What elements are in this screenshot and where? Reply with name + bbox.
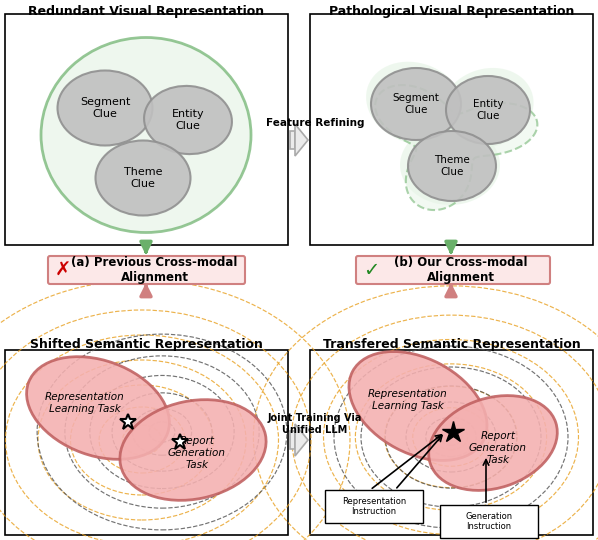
Text: Segment
Clue: Segment Clue — [80, 97, 130, 119]
FancyBboxPatch shape — [48, 256, 245, 284]
Text: Segment
Clue: Segment Clue — [392, 93, 440, 115]
Text: Report
Generation
Task: Report Generation Task — [168, 436, 226, 470]
Ellipse shape — [144, 86, 232, 154]
Ellipse shape — [120, 400, 266, 501]
Ellipse shape — [408, 131, 496, 201]
Text: Representation
Learning Task: Representation Learning Task — [45, 392, 125, 414]
Text: ✓: ✓ — [363, 260, 379, 280]
Bar — [5, 14, 288, 245]
Text: Representation
Instruction: Representation Instruction — [342, 497, 406, 516]
Ellipse shape — [41, 37, 251, 233]
Ellipse shape — [57, 71, 152, 145]
Text: Report
Generation
Task: Report Generation Task — [469, 431, 527, 464]
FancyBboxPatch shape — [356, 256, 550, 284]
Polygon shape — [375, 85, 538, 210]
Ellipse shape — [429, 396, 557, 490]
Text: Transfered Semantic Representation: Transfered Semantic Representation — [323, 338, 581, 351]
Bar — [290, 131, 295, 149]
Ellipse shape — [26, 357, 169, 460]
Text: Theme
Clue: Theme Clue — [434, 155, 470, 177]
Polygon shape — [295, 124, 308, 156]
Bar — [325, 490, 423, 523]
Ellipse shape — [440, 68, 533, 148]
Text: Generation
Instruction: Generation Instruction — [465, 512, 512, 531]
Text: Theme
Clue: Theme Clue — [124, 167, 162, 189]
Text: (b) Our Cross-modal
Alignment: (b) Our Cross-modal Alignment — [394, 256, 528, 284]
Text: Feature Refining: Feature Refining — [266, 118, 364, 128]
Ellipse shape — [349, 352, 487, 461]
Ellipse shape — [366, 62, 464, 144]
Polygon shape — [295, 424, 308, 456]
Bar — [290, 431, 295, 449]
Bar — [440, 505, 538, 538]
Text: ✗: ✗ — [55, 260, 71, 280]
Ellipse shape — [96, 140, 191, 215]
Bar — [310, 350, 593, 535]
Text: Pathological Visual Representation: Pathological Visual Representation — [329, 5, 574, 18]
Ellipse shape — [371, 68, 461, 140]
Text: Joint Training Via
Unified LLM: Joint Training Via Unified LLM — [268, 413, 362, 435]
Bar — [5, 350, 288, 535]
Ellipse shape — [446, 76, 530, 144]
Text: Shifted Semantic Representation: Shifted Semantic Representation — [30, 338, 263, 351]
Text: Entity
Clue: Entity Clue — [473, 99, 504, 121]
Ellipse shape — [400, 125, 500, 205]
Text: Entity
Clue: Entity Clue — [172, 109, 205, 131]
Text: Representation
Learning Task: Representation Learning Task — [368, 389, 448, 411]
Text: Redundant Visual Representation: Redundant Visual Representation — [29, 5, 264, 18]
Text: (a) Previous Cross-modal
Alignment: (a) Previous Cross-modal Alignment — [71, 256, 237, 284]
Bar — [310, 14, 593, 245]
